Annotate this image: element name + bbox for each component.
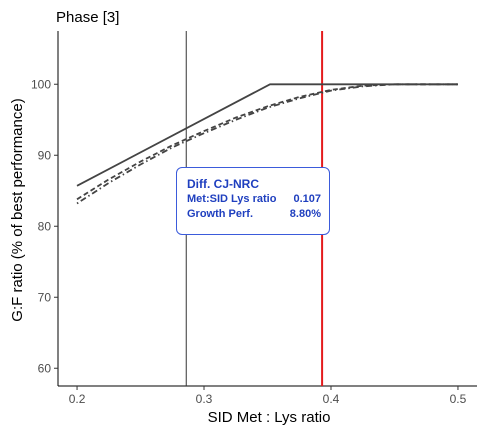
x-tick-label: 0.4 bbox=[323, 392, 340, 406]
x-tick-label: 0.5 bbox=[450, 392, 467, 406]
series-line-dotdash bbox=[76, 83, 458, 205]
y-tick-label: 80 bbox=[38, 219, 52, 233]
annotation-row-met-lys: Met:SID Lys ratio 0.107 bbox=[187, 192, 321, 207]
y-tick-label: 100 bbox=[31, 77, 51, 91]
difference-annotation-box: Diff. CJ-NRC Met:SID Lys ratio 0.107 Gro… bbox=[176, 167, 330, 235]
chart-title: Phase [3] bbox=[56, 9, 119, 26]
annotation-label-growth: Growth Perf. bbox=[187, 208, 254, 220]
annotation-row-growth: Growth Perf. 8.80% bbox=[187, 207, 321, 222]
y-tick-label: 60 bbox=[38, 361, 52, 375]
y-tick-label: 70 bbox=[38, 290, 52, 304]
y-tick-label: 90 bbox=[38, 148, 52, 162]
annotation-value-growth: 8.80% bbox=[289, 208, 321, 220]
annotation-value-met-lys: 0.107 bbox=[293, 193, 321, 205]
series-line-dashed bbox=[76, 83, 458, 201]
x-tick-label: 0.2 bbox=[69, 392, 86, 406]
annotation-title: Diff. CJ-NRC bbox=[187, 177, 259, 191]
y-axis-title: G:F ratio (% of best performance) bbox=[9, 98, 26, 321]
annotation-label-met-lys: Met:SID Lys ratio bbox=[187, 193, 277, 205]
x-axis-title: SID Met : Lys ratio bbox=[208, 409, 331, 426]
x-tick-label: 0.3 bbox=[196, 392, 213, 406]
